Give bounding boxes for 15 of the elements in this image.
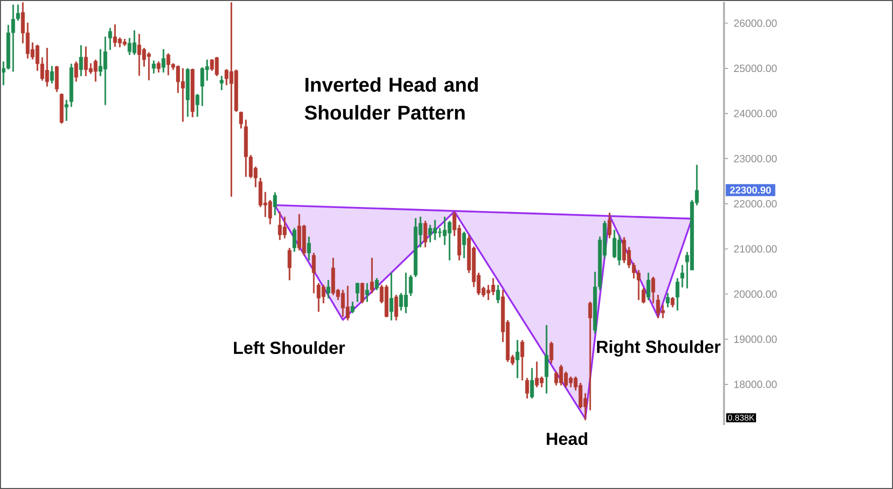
annotation: Right Shoulder (597, 340, 721, 357)
y-tick-label: 21000.00 (734, 245, 777, 253)
y-tick-label: 22000.00 (734, 200, 777, 208)
text: Head (546, 432, 588, 446)
annotation: Left Shoulder (234, 341, 345, 354)
y-tick-label: 20000.00 (734, 290, 777, 298)
y-tick-label: 26000.00 (734, 20, 777, 27)
text: 0.838K (728, 414, 754, 421)
y-tick-label: 24000.00 (734, 110, 777, 118)
text: 22300.90 (730, 186, 771, 194)
y-tick-label: 19000.00 (734, 336, 777, 343)
y-tick-label: 18000.00 (734, 380, 777, 388)
y-tick-label: 25000.00 (734, 64, 777, 72)
text: Inverted Head and Shoulder Pattern (304, 77, 478, 120)
y-tick-label: 23000.00 (734, 154, 777, 162)
